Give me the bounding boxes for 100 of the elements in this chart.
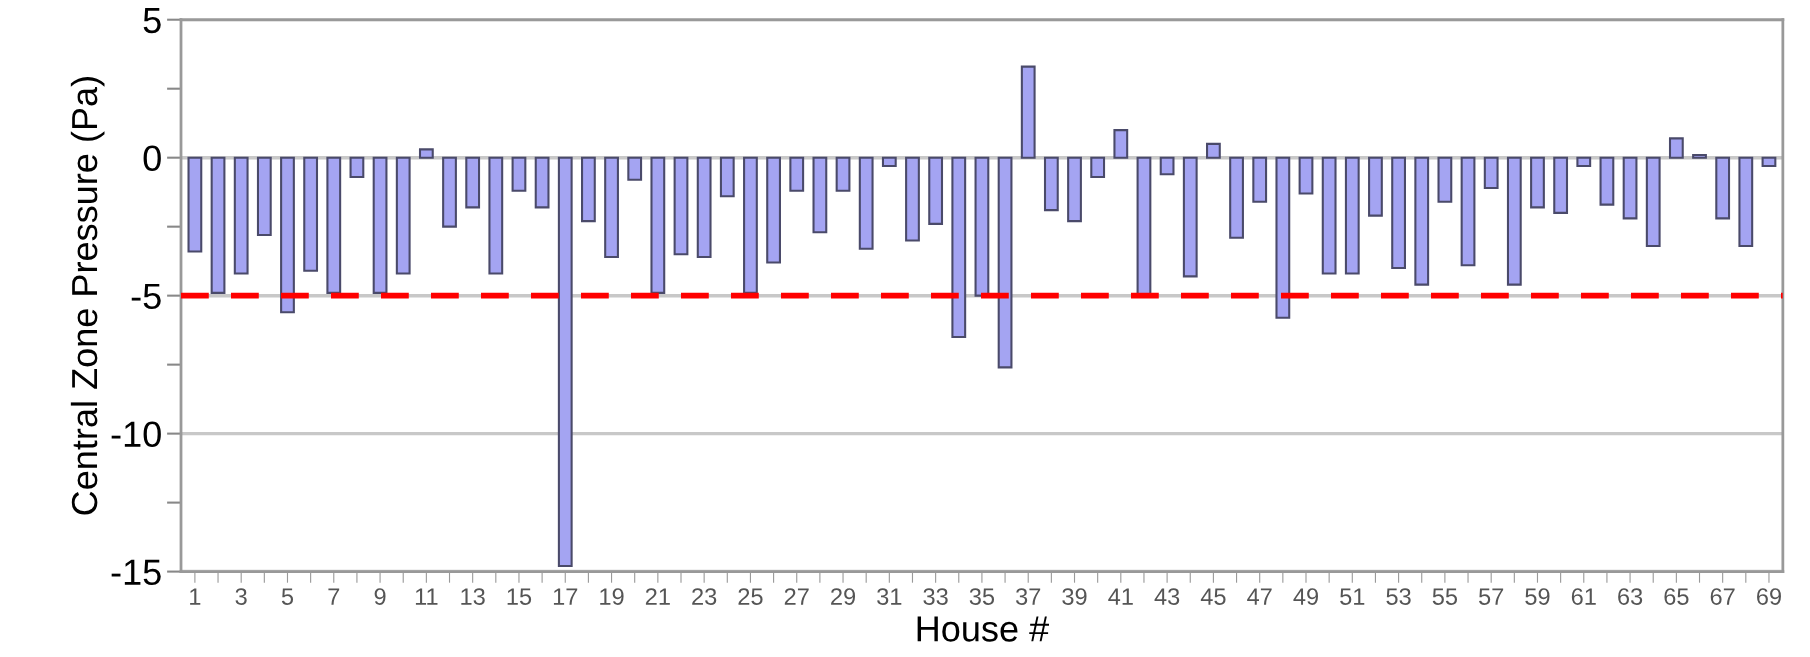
x-tick-label: 43 [1154, 588, 1180, 605]
bar [534, 156, 550, 209]
y-tick-label: -5 [131, 283, 161, 310]
bar [1761, 156, 1777, 167]
bar [372, 156, 388, 294]
x-axis-title: House # [917, 616, 1049, 642]
bar [511, 156, 527, 192]
x-tick-label: 41 [1108, 588, 1133, 605]
bar [1368, 156, 1383, 217]
x-tick-label: 63 [1618, 588, 1643, 605]
x-tick-label: 13 [461, 588, 485, 605]
bar [1229, 156, 1244, 239]
bar [1553, 156, 1569, 214]
bar [1090, 156, 1106, 179]
y-tick-label: -10 [111, 421, 161, 448]
bar [1715, 156, 1731, 220]
bar [395, 156, 411, 275]
bar [1530, 156, 1545, 209]
bar [1391, 156, 1406, 270]
x-tick-label: 31 [877, 588, 902, 605]
x-tick-label: 57 [1479, 588, 1504, 605]
y-tick-label: -15 [111, 559, 161, 586]
bar [673, 156, 689, 256]
bar [789, 156, 805, 192]
x-tick-label: 59 [1525, 588, 1550, 605]
bar [187, 156, 203, 253]
bar [812, 156, 828, 234]
bar [1437, 156, 1453, 203]
bar [858, 156, 874, 250]
x-tick-label: 53 [1386, 588, 1411, 605]
bar [581, 156, 596, 223]
bar [696, 156, 712, 259]
bar [881, 156, 897, 167]
bar [1483, 156, 1499, 190]
bar [256, 156, 272, 236]
bar [210, 156, 226, 294]
x-tick-label: 37 [1015, 588, 1041, 605]
x-tick-label: 3 [235, 588, 247, 605]
x-tick-label: 55 [1432, 588, 1458, 605]
bar [1692, 153, 1707, 159]
x-tick-label: 33 [923, 588, 948, 605]
x-tick-label: 15 [507, 588, 532, 605]
y-tick-label: 0 [143, 145, 161, 172]
bar [835, 156, 851, 192]
bar [280, 156, 295, 314]
bar [1298, 156, 1314, 195]
bar [743, 156, 758, 294]
bar [1414, 156, 1430, 286]
x-tick-label: 11 [415, 588, 438, 605]
bar [1252, 156, 1268, 203]
bar [326, 156, 342, 294]
bar [604, 156, 619, 259]
bar [1622, 156, 1638, 220]
x-tick-label: 1 [190, 588, 201, 605]
bar [557, 156, 573, 568]
x-tick-label: 23 [692, 588, 717, 605]
x-tick-label: 45 [1200, 588, 1226, 605]
x-tick-label: 27 [784, 588, 809, 605]
bar [1506, 156, 1522, 286]
bar [928, 156, 944, 225]
x-tick-label: 7 [328, 588, 340, 605]
x-tick-label: 21 [645, 588, 670, 605]
x-tick-label: 67 [1710, 588, 1735, 605]
bar [719, 156, 735, 198]
bar [1020, 65, 1036, 159]
x-tick-label: 25 [738, 588, 763, 605]
x-tick-label: 61 [1571, 588, 1596, 605]
bar [1344, 156, 1360, 275]
bar [1576, 156, 1592, 167]
bar [233, 156, 249, 275]
x-tick-label: 5 [281, 588, 294, 605]
x-tick-label: 39 [1062, 588, 1087, 605]
bar [465, 156, 481, 209]
bar [1645, 156, 1661, 248]
x-tick-label: 29 [831, 588, 856, 605]
bar [974, 156, 990, 297]
bar [997, 156, 1013, 369]
bar [1599, 156, 1615, 206]
bar [488, 156, 504, 275]
bar [303, 156, 319, 272]
bar [1275, 156, 1291, 319]
bar [1460, 156, 1476, 267]
bar [1206, 142, 1221, 159]
x-tick-label: 35 [969, 588, 995, 605]
bar [442, 156, 457, 228]
bar [1668, 137, 1684, 159]
bar [1182, 156, 1198, 278]
bar [1738, 156, 1754, 248]
y-axis-title: Central Zone Pressure (Pa) [70, 77, 105, 515]
x-tick-label: 19 [600, 588, 624, 605]
x-tick-label: 65 [1664, 588, 1689, 605]
bar [1159, 156, 1175, 176]
x-tick-label: 47 [1247, 588, 1272, 605]
bar [766, 156, 781, 264]
bar [418, 148, 434, 159]
bar [1113, 129, 1129, 159]
x-tick-label: 49 [1293, 588, 1319, 605]
bar [951, 156, 967, 339]
x-tick-label: 9 [374, 588, 386, 605]
x-tick-label: 69 [1757, 588, 1781, 605]
